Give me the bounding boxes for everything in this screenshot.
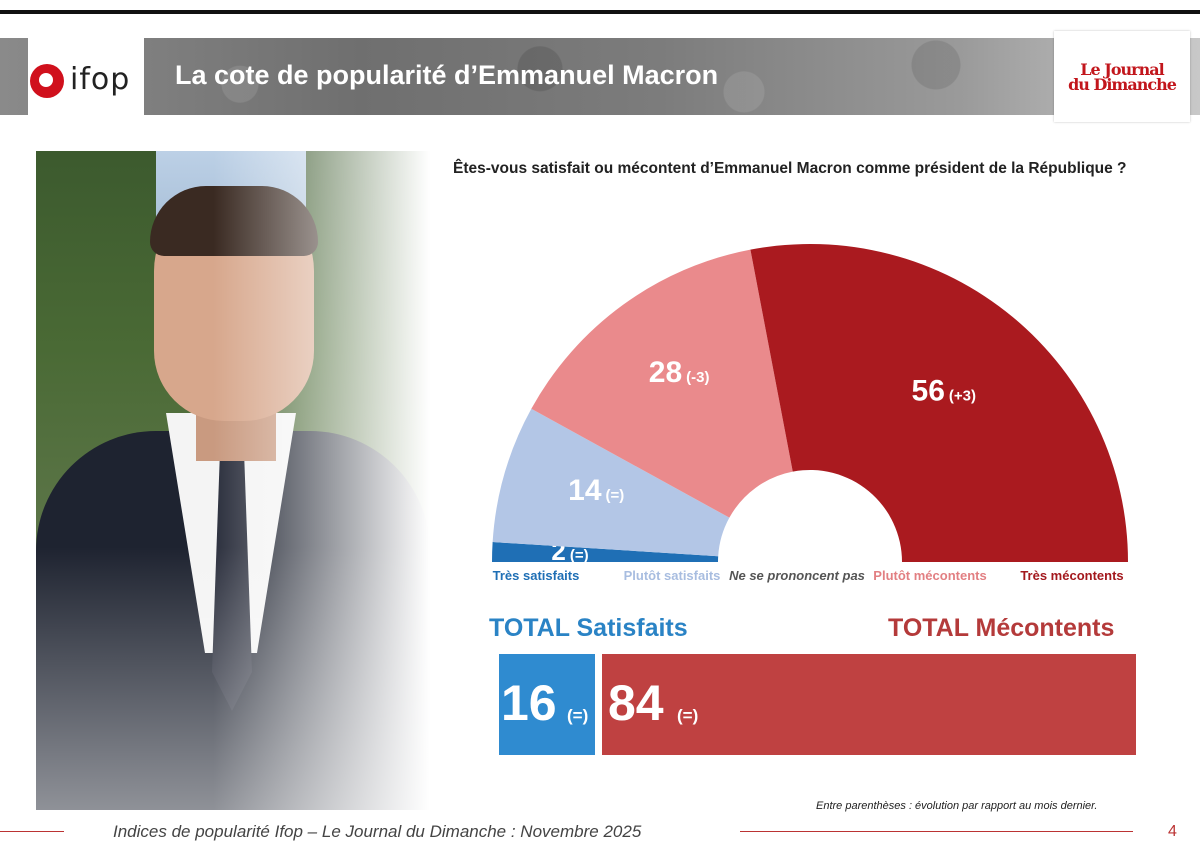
slice-0	[492, 542, 719, 562]
total-satisfied-value: 16	[501, 675, 557, 731]
slice-value-3: 28 (-3)	[649, 356, 710, 389]
footer-text: Indices de popularité Ifop – Le Journal …	[113, 822, 642, 841]
header-banner	[0, 38, 1200, 115]
half-donut-chart: 2 (=)14 (=)28 (-3) 56 (+3)Très satisfaits Plut…	[492, 244, 1128, 583]
page-number: 4	[1168, 823, 1177, 840]
category-label-1: Plutôt satisfaits	[624, 568, 721, 583]
total-satisfied-bar: 16 (=)	[499, 654, 595, 755]
ifop-logo-mark	[30, 64, 64, 98]
slice-3	[531, 249, 793, 518]
category-label-4: Très mécontents	[1020, 568, 1123, 583]
category-label-3: Plutôt mécontents	[873, 568, 986, 583]
survey-question: Êtes-vous satisfait ou mécontent d’Emman…	[453, 160, 1127, 177]
slice-4	[750, 244, 1128, 563]
total-dissatisfied-evolution: (=)	[677, 706, 699, 725]
category-label-2: Ne se prononcent pas	[729, 568, 865, 583]
total-satisfied-evolution: (=)	[567, 706, 589, 725]
jdd-logo	[1054, 31, 1190, 122]
slice-1	[492, 408, 730, 557]
footer-rule-right	[740, 831, 1133, 832]
category-label-0: Très satisfaits	[493, 568, 580, 583]
ifop-logo-text: ifop	[70, 62, 131, 97]
slice-value-4: 56 (+3)	[912, 374, 976, 407]
jdd-logo-text: Le Journal du Dimanche	[1068, 60, 1177, 94]
total-dissatisfied-bar: 84 (=)	[602, 654, 1136, 755]
total-satisfied-label: TOTAL Satisfaits	[489, 614, 688, 642]
page-title: La cote de popularité d’Emmanuel Macron	[175, 60, 719, 90]
evolution-note: Entre parenthèses : évolution par rappor…	[816, 800, 1098, 812]
portrait-photo	[36, 151, 430, 810]
top-rule	[0, 10, 1200, 14]
total-dissatisfied-label: TOTAL Mécontents	[888, 614, 1115, 642]
slice-value-1: 14 (=)	[568, 474, 624, 507]
footer-rule-left	[0, 831, 64, 832]
total-dissatisfied-value: 84	[608, 675, 664, 731]
